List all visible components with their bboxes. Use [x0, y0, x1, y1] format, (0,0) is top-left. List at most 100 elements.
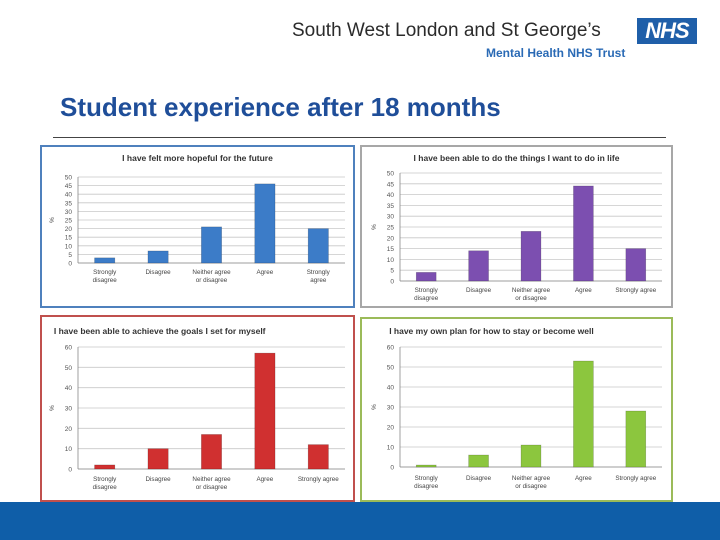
category-label: Disagree	[466, 475, 492, 482]
chart-svg: I have been able to do the things I want…	[360, 145, 673, 308]
category-label: Strongly agree	[615, 475, 656, 482]
y-tick-label: 30	[65, 209, 73, 216]
y-tick-label: 15	[387, 246, 395, 253]
category-label: Disagree	[145, 476, 171, 483]
organisation-header: South West London and St George’s Mental…	[292, 16, 712, 66]
y-tick-label: 50	[387, 365, 395, 372]
chart-svg: I have been able to achieve the goals I …	[40, 315, 355, 502]
y-tick-label: 5	[68, 252, 72, 259]
y-tick-label: 10	[387, 257, 395, 264]
bar	[307, 228, 329, 264]
chart-border	[40, 315, 355, 502]
bar	[147, 448, 169, 470]
bar	[94, 257, 116, 264]
bar	[625, 248, 647, 282]
bar	[468, 250, 489, 282]
y-axis-label: %	[371, 224, 378, 230]
chart-svg: I have felt more hopeful for the future 0…	[40, 145, 355, 308]
bar	[573, 360, 594, 468]
category-label: Strongly disagree	[93, 476, 118, 491]
y-tick-label: 60	[387, 345, 395, 352]
category-label: Strongly disagree	[93, 269, 118, 284]
category-label: Agree	[575, 475, 592, 482]
category-label: Neither agree or disagree	[512, 475, 551, 490]
y-tick-label: 50	[387, 171, 395, 178]
chart-border	[360, 317, 673, 502]
y-tick-label: 45	[65, 183, 73, 190]
bar	[625, 410, 647, 468]
y-tick-label: 50	[65, 365, 73, 372]
category-label: Strongly disagree	[414, 475, 439, 490]
bar	[201, 434, 222, 470]
bar	[520, 231, 542, 282]
bar	[415, 464, 437, 468]
chart-panel-hopeful: I have felt more hopeful for the future 0…	[40, 145, 355, 308]
category-label: Agree	[256, 269, 273, 276]
chart-title: I have been able to do the things I want…	[414, 153, 620, 163]
y-tick-label: 25	[387, 225, 395, 232]
chart-title: I have been able to achieve the goals I …	[54, 326, 266, 336]
chart-panel-achieve-goals: I have been able to achieve the goals I …	[40, 315, 355, 502]
y-tick-label: 50	[65, 175, 73, 182]
y-tick-label: 20	[387, 235, 395, 242]
y-tick-label: 25	[65, 218, 73, 225]
category-label: Neither agree or disagree	[512, 287, 551, 302]
bar	[468, 454, 489, 468]
y-tick-label: 40	[65, 192, 73, 199]
chart-title: I have felt more hopeful for the future	[122, 153, 273, 163]
y-tick-label: 35	[387, 203, 395, 210]
y-tick-label: 40	[387, 385, 395, 392]
category-label: Disagree	[466, 287, 492, 294]
y-tick-label: 20	[65, 426, 73, 433]
category-label: Neither agree or disagree	[192, 269, 231, 284]
chart-panel-own-plan: I have my own plan for how to stay or be…	[360, 317, 673, 502]
y-axis-label: %	[49, 405, 56, 411]
y-tick-label: 35	[65, 200, 73, 207]
y-tick-label: 0	[68, 261, 72, 268]
category-label: Neither agree or disagree	[192, 476, 231, 491]
y-tick-label: 10	[65, 446, 73, 453]
category-label: Strongly agree	[615, 287, 656, 294]
chart-panel-do-things: I have been able to do the things I want…	[360, 145, 673, 308]
bar	[94, 464, 116, 470]
y-tick-label: 0	[390, 279, 394, 286]
y-tick-label: 10	[387, 445, 395, 452]
bar	[147, 250, 169, 264]
bar	[254, 183, 276, 264]
nhs-logo: NHS	[637, 18, 697, 44]
y-tick-label: 40	[387, 192, 395, 199]
chart-border	[360, 145, 673, 308]
bar	[201, 226, 222, 264]
y-tick-label: 0	[390, 465, 394, 472]
y-tick-label: 30	[65, 406, 73, 413]
y-tick-label: 45	[387, 181, 395, 188]
bar	[573, 185, 594, 282]
category-label: Disagree	[145, 269, 171, 276]
chart-svg: I have my own plan for how to stay or be…	[360, 317, 673, 502]
y-axis-label: %	[49, 217, 56, 223]
y-tick-label: 20	[387, 425, 395, 432]
footer-bar	[0, 502, 720, 540]
y-tick-label: 15	[65, 235, 73, 242]
bar	[307, 444, 329, 470]
chart-title: I have my own plan for how to stay or be…	[389, 326, 594, 336]
bar	[520, 444, 542, 468]
y-tick-label: 40	[65, 385, 73, 392]
y-tick-label: 30	[387, 405, 395, 412]
category-label: Agree	[256, 476, 273, 483]
bar	[415, 272, 437, 282]
y-tick-label: 0	[68, 467, 72, 474]
bar	[254, 352, 276, 470]
category-label: Strongly agree	[307, 269, 331, 284]
y-tick-label: 10	[65, 243, 73, 250]
category-label: Agree	[575, 287, 592, 294]
y-axis-label: %	[371, 404, 378, 410]
y-tick-label: 30	[387, 214, 395, 221]
category-label: Strongly agree	[298, 476, 339, 483]
y-tick-label: 20	[65, 226, 73, 233]
y-tick-label: 60	[65, 345, 73, 352]
slide-title: Student experience after 18 months	[60, 92, 501, 122]
chart-border	[40, 145, 355, 308]
category-label: Strongly disagree	[414, 287, 439, 302]
title-divider	[53, 137, 666, 138]
